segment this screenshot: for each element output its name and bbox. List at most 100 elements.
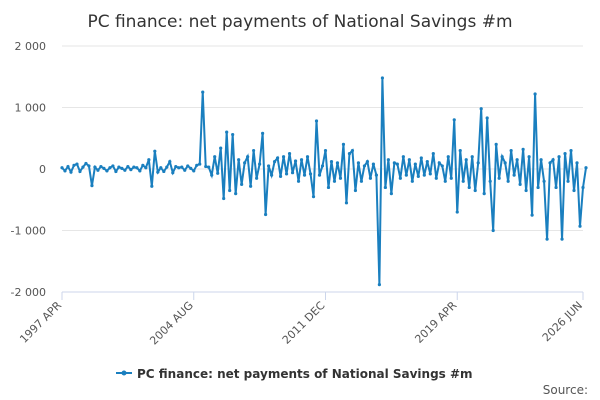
- marker: [548, 161, 552, 165]
- marker: [374, 173, 378, 177]
- marker: [407, 158, 411, 162]
- marker: [102, 166, 106, 170]
- marker: [165, 165, 169, 169]
- marker: [231, 132, 235, 137]
- marker: [341, 142, 346, 146]
- marker: [554, 185, 558, 190]
- marker: [141, 163, 145, 167]
- marker: [284, 172, 289, 176]
- marker: [431, 152, 435, 156]
- marker: [198, 162, 202, 166]
- marker: [267, 164, 271, 168]
- marker: [66, 164, 70, 169]
- marker: [78, 169, 82, 174]
- marker: [482, 192, 486, 196]
- marker: [476, 161, 480, 165]
- marker: [422, 173, 426, 177]
- marker: [264, 212, 268, 217]
- marker: [171, 171, 175, 175]
- marker: [425, 160, 429, 164]
- marker: [213, 155, 217, 159]
- marker: [338, 176, 343, 180]
- marker: [293, 159, 298, 163]
- marker: [281, 155, 286, 159]
- marker: [114, 169, 118, 174]
- marker: [99, 164, 103, 169]
- marker: [458, 148, 462, 153]
- marker: [135, 166, 139, 170]
- marker: [449, 176, 453, 180]
- marker: [311, 195, 316, 199]
- marker: [216, 171, 220, 175]
- marker: [87, 164, 91, 168]
- marker: [132, 165, 136, 169]
- marker: [129, 168, 133, 172]
- marker: [174, 164, 178, 169]
- marker: [93, 165, 97, 169]
- marker: [150, 184, 154, 188]
- marker: [491, 228, 495, 233]
- marker: [413, 162, 417, 166]
- marker: [572, 188, 576, 193]
- marker: [162, 169, 166, 174]
- marker: [96, 168, 100, 172]
- marker: [377, 283, 381, 287]
- marker: [578, 224, 582, 228]
- marker: [521, 147, 525, 151]
- marker: [314, 119, 319, 123]
- y-tick-label: 0: [39, 163, 46, 176]
- marker: [258, 162, 262, 166]
- marker: [60, 166, 64, 170]
- marker: [228, 188, 232, 193]
- marker: [419, 156, 423, 160]
- marker: [243, 161, 247, 165]
- marker: [560, 237, 564, 241]
- marker: [386, 158, 390, 162]
- marker: [192, 169, 196, 173]
- marker: [335, 161, 340, 165]
- marker: [488, 179, 492, 183]
- marker: [183, 168, 187, 172]
- marker: [272, 160, 277, 164]
- marker: [296, 179, 301, 183]
- marker: [518, 182, 522, 186]
- marker: [389, 192, 393, 196]
- marker: [461, 179, 465, 183]
- marker: [416, 174, 420, 178]
- marker: [395, 162, 399, 166]
- marker: [356, 161, 361, 165]
- marker: [536, 185, 540, 190]
- marker: [401, 155, 405, 159]
- marker: [527, 155, 531, 159]
- marker: [347, 152, 352, 156]
- marker: [329, 160, 334, 164]
- marker: [410, 179, 414, 183]
- marker: [302, 173, 307, 177]
- marker: [186, 164, 190, 168]
- marker: [467, 185, 471, 190]
- marker: [219, 146, 223, 150]
- marker: [81, 165, 85, 169]
- marker: [584, 166, 588, 170]
- marker: [506, 179, 510, 183]
- marker: [383, 185, 387, 190]
- marker: [368, 176, 373, 180]
- y-tick-label: 1 000: [15, 102, 47, 115]
- marker: [252, 148, 256, 153]
- marker: [479, 107, 483, 111]
- source: Source:: [543, 383, 588, 397]
- marker: [371, 162, 376, 166]
- legend-marker: [121, 370, 127, 376]
- marker: [437, 161, 441, 165]
- marker: [201, 90, 205, 94]
- marker: [365, 160, 370, 164]
- marker: [542, 179, 546, 183]
- marker: [168, 160, 172, 164]
- marker: [123, 168, 127, 172]
- marker: [443, 179, 447, 183]
- line: [61, 77, 587, 285]
- marker: [156, 170, 160, 174]
- marker: [63, 169, 67, 173]
- marker: [72, 163, 76, 167]
- marker: [332, 179, 337, 183]
